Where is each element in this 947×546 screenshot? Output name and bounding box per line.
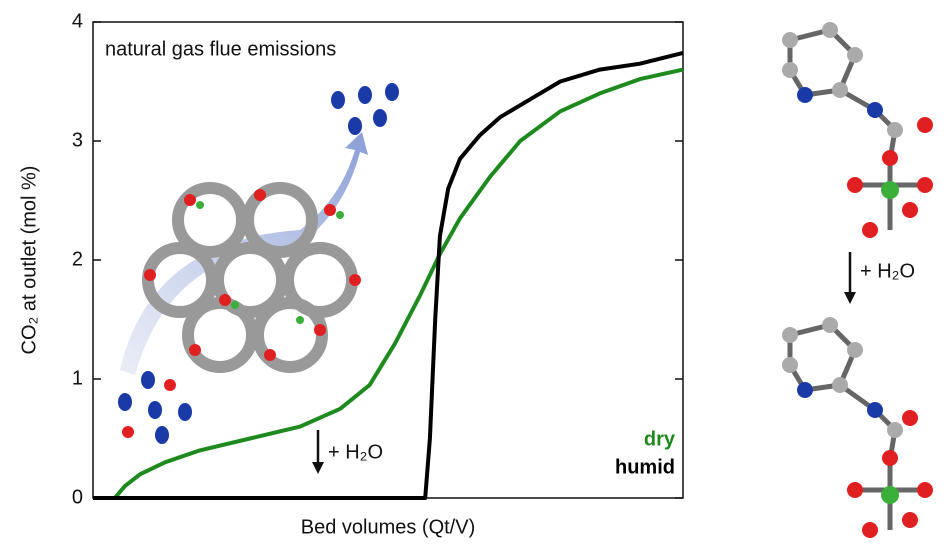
annotation: + H₂O	[328, 441, 383, 463]
y-tick-label: 1	[72, 367, 83, 389]
annotation: + H₂O	[860, 260, 915, 282]
y-tick-label: 4	[72, 10, 83, 32]
chart-title: natural gas flue emissions	[105, 38, 336, 60]
y-tick-label: 2	[72, 248, 83, 270]
arrow-head	[312, 462, 324, 474]
mof-illustration	[118, 83, 399, 444]
y-tick-label: 0	[72, 486, 83, 508]
figure: + H₂O + H₂O natural gas flue emissions B…	[0, 0, 947, 546]
y-axis-label: CO₂ at outlet (mol %)	[18, 166, 40, 355]
molecule-bottom	[782, 317, 933, 538]
y-tick-label: 3	[72, 129, 83, 151]
x-axis-label: Bed volumes (Qt/V)	[301, 516, 476, 538]
legend-entry: humid	[615, 456, 675, 478]
arrow-head	[844, 292, 856, 304]
legend-entry: dry	[644, 428, 676, 450]
molecule-top	[782, 22, 933, 238]
